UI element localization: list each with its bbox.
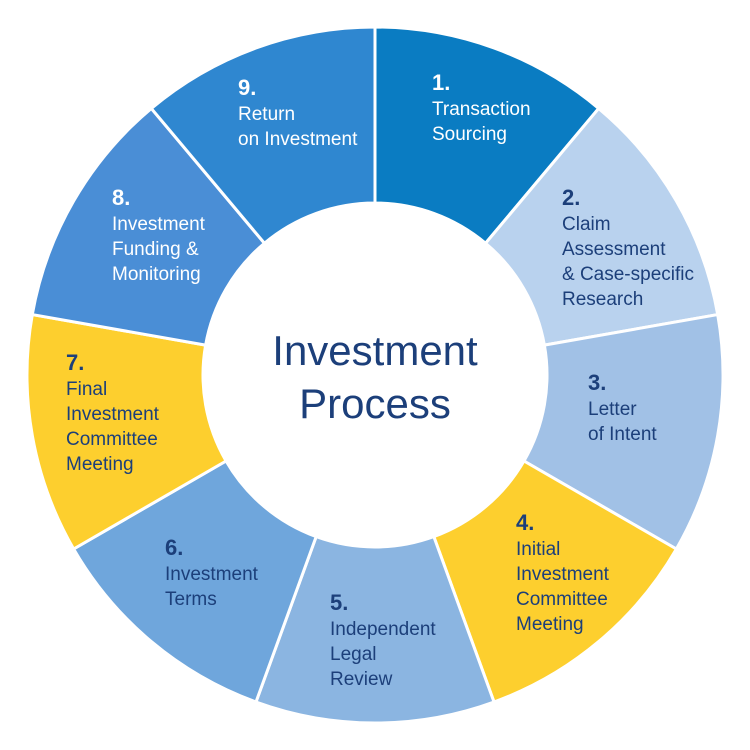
step-4-label-line: Meeting (516, 614, 584, 635)
step-1-label-line: Sourcing (432, 124, 507, 145)
step-9-label-line: Return (238, 104, 295, 125)
center-circle (203, 203, 547, 547)
step-5-number: 5. (330, 590, 348, 615)
step-9-label-line: on Investment (238, 129, 358, 150)
step-6-label-line: Investment (165, 564, 259, 585)
step-7-label-line: Final (66, 379, 107, 400)
step-1-number: 1. (432, 70, 450, 95)
step-5-label-group: 5. Independent Legal Review (330, 590, 436, 690)
step-4-number: 4. (516, 510, 534, 535)
step-2-label-line: Assessment (562, 239, 666, 260)
step-6-label-group: 6. Investment Terms (165, 535, 259, 610)
step-4-label-line: Initial (516, 539, 560, 560)
center-title-line2: Process (299, 380, 451, 427)
step-2-label-line: Research (562, 289, 643, 310)
step-5-label-line: Independent (330, 619, 436, 640)
process-ring (25, 25, 725, 725)
step-2-label-line: Claim (562, 214, 611, 235)
step-7-label-line: Committee (66, 429, 158, 450)
step-5-label-line: Review (330, 669, 393, 690)
step-5-label-line: Legal (330, 644, 377, 665)
step-3-label-group: 3. Letter of Intent (588, 370, 657, 445)
center-title-line1: Investment (272, 327, 478, 374)
step-8-label-group: 8. Investment Funding & Monitoring (112, 185, 206, 285)
step-8-label-line: Monitoring (112, 264, 201, 285)
step-2-label-line: & Case-specific (562, 264, 694, 285)
step-3-number: 3. (588, 370, 606, 395)
step-8-number: 8. (112, 185, 130, 210)
step-4-label-line: Investment (516, 564, 610, 585)
step-3-label-line: Letter (588, 399, 637, 420)
step-2-label-group: 2. Claim Assessment & Case-specific Research (562, 185, 694, 310)
step-4-label-group: 4. Initial Investment Committee Meeting (516, 510, 610, 635)
step-1-label-line: Transaction (432, 99, 531, 120)
step-8-label-line: Funding & (112, 239, 199, 260)
step-7-number: 7. (66, 350, 84, 375)
step-1-label-group: 1. Transaction Sourcing (432, 70, 531, 145)
step-7-label-line: Investment (66, 404, 160, 425)
step-4-label-line: Committee (516, 589, 608, 610)
step-labels: 1. Transaction Sourcing 2. Claim Assessment & … (66, 70, 694, 690)
step-3-label-line: of Intent (588, 424, 657, 445)
step-9-label-group: 9. Return on Investment (238, 75, 358, 150)
step-2-number: 2. (562, 185, 580, 210)
step-9-number: 9. (238, 75, 256, 100)
step-6-number: 6. (165, 535, 183, 560)
step-6-label-line: Terms (165, 589, 217, 610)
step-7-label-line: Meeting (66, 454, 134, 475)
step-7-label-group: 7. Final Investment Committee Meeting (66, 350, 160, 475)
step-8-label-line: Investment (112, 214, 206, 235)
